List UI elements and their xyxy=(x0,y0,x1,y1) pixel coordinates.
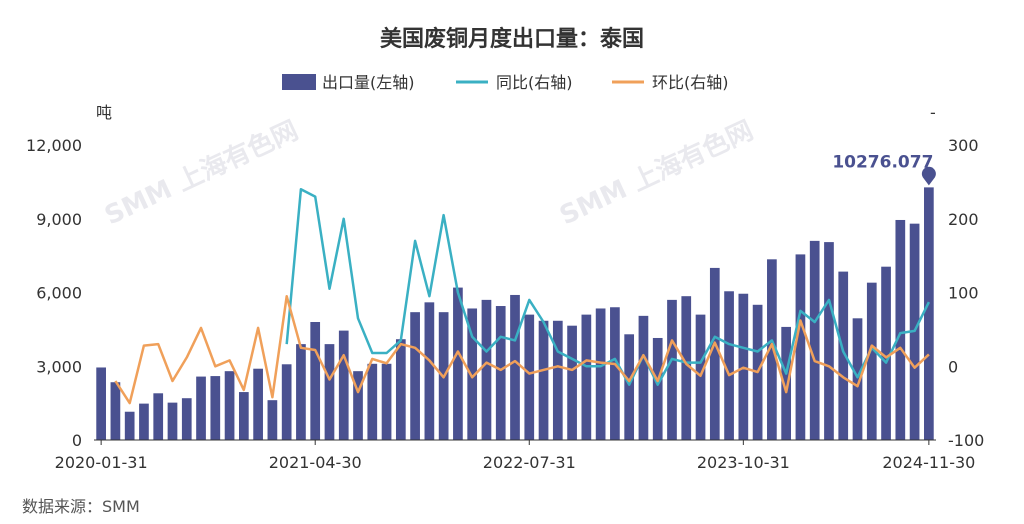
bar-58 xyxy=(924,187,934,440)
bar-26 xyxy=(467,308,478,440)
bar-41 xyxy=(681,296,692,440)
lines xyxy=(114,188,931,405)
x-tick-label-0: 2020-01-31 xyxy=(55,453,148,472)
bar-48 xyxy=(781,326,792,440)
mom-line xyxy=(114,294,930,405)
bar-7 xyxy=(196,376,206,440)
bar-1 xyxy=(110,382,121,440)
watermark-1: SMM 上海有色网 xyxy=(100,115,303,232)
bar-55 xyxy=(881,266,891,440)
y-tick-left-4: 12,000 xyxy=(26,136,82,155)
bar-28 xyxy=(495,306,506,440)
bar-25 xyxy=(453,287,463,440)
x-ticks: 2020-01-31 2021-04-30 2022-07-31 2023-10-31… xyxy=(55,440,975,472)
legend-swatch-bar xyxy=(282,74,316,90)
y-tick-left-2: 6,000 xyxy=(36,284,82,303)
legend-label-mom: 环比(右轴) xyxy=(652,73,729,92)
left-axis-unit: 吨 xyxy=(96,103,112,122)
bar-50 xyxy=(809,240,820,440)
y-tick-right-0: -100 xyxy=(948,431,984,450)
bar-15 xyxy=(310,322,321,440)
source-note: 数据来源：SMM xyxy=(22,497,140,516)
bar-34 xyxy=(581,314,592,440)
bars xyxy=(96,187,934,440)
bar-4 xyxy=(153,393,164,440)
bar-32 xyxy=(552,320,563,440)
bar-49 xyxy=(795,254,806,440)
x-tick-label-2: 2022-07-31 xyxy=(483,453,576,472)
bar-12 xyxy=(267,400,278,440)
callout-label: 10276.077 xyxy=(832,152,933,172)
y-tick-right-2: 100 xyxy=(948,284,979,303)
y-tick-right-4: 300 xyxy=(948,136,979,155)
x-tick-label-4: 2024-11-30 xyxy=(882,453,975,472)
bar-22 xyxy=(410,312,420,440)
bar-40 xyxy=(667,299,677,440)
bar-17 xyxy=(338,330,349,440)
bar-19 xyxy=(367,363,378,440)
y-tick-right-1: 0 xyxy=(948,357,958,376)
chart-title: 美国废铜月度出口量：泰国 xyxy=(380,26,644,52)
bar-31 xyxy=(538,320,549,440)
bar-27 xyxy=(481,299,492,440)
bar-16 xyxy=(324,344,335,440)
bar-2 xyxy=(124,411,135,440)
bar-14 xyxy=(296,344,306,440)
legend-label-export: 出口量(左轴) xyxy=(322,73,415,92)
watermark-2: SMM 上海有色网 xyxy=(555,115,758,232)
bar-52 xyxy=(838,271,849,440)
bar-33 xyxy=(567,325,577,440)
bar-43 xyxy=(709,267,720,440)
y-tick-left-0: 0 xyxy=(72,431,82,450)
x-tick-label-1: 2021-04-30 xyxy=(269,453,362,472)
bar-20 xyxy=(381,363,392,440)
bar-18 xyxy=(353,371,363,440)
legend-label-yoy: 同比(右轴) xyxy=(496,73,573,92)
y-ticks-right: -100 0 100 200 300 xyxy=(948,136,984,450)
bar-38 xyxy=(638,315,649,440)
bar-37 xyxy=(624,334,635,440)
bar-11 xyxy=(253,368,263,440)
y-tick-left-1: 3,000 xyxy=(36,357,82,376)
bar-8 xyxy=(210,376,221,440)
callout: 10276.077 xyxy=(832,152,936,186)
bar-5 xyxy=(167,402,178,440)
bar-39 xyxy=(652,337,663,440)
bar-6 xyxy=(181,398,192,440)
bar-44 xyxy=(724,291,734,440)
x-tick-label-3: 2023-10-31 xyxy=(697,453,790,472)
bar-53 xyxy=(852,318,863,440)
bar-42 xyxy=(695,314,706,440)
bar-35 xyxy=(595,308,606,440)
callout-pin xyxy=(921,166,936,186)
bar-23 xyxy=(424,302,435,440)
bar-13 xyxy=(281,364,292,440)
bar-9 xyxy=(224,371,235,440)
legend: 出口量(左轴) 同比(右轴) 环比(右轴) xyxy=(282,73,729,92)
y-tick-right-3: 200 xyxy=(948,210,979,229)
bar-21 xyxy=(395,339,406,440)
right-axis-unit: - xyxy=(930,103,936,122)
bar-56 xyxy=(895,219,906,440)
bar-10 xyxy=(238,392,249,440)
y-tick-left-3: 9,000 xyxy=(36,210,82,229)
y-ticks-left: 0 3,000 6,000 9,000 12,000 xyxy=(26,136,82,450)
bar-51 xyxy=(824,242,834,440)
bar-3 xyxy=(139,403,149,440)
bar-54 xyxy=(866,282,877,440)
bar-30 xyxy=(524,314,535,440)
bar-29 xyxy=(510,294,520,440)
bar-36 xyxy=(610,307,620,440)
bar-0 xyxy=(96,367,106,440)
bar-47 xyxy=(767,259,777,440)
